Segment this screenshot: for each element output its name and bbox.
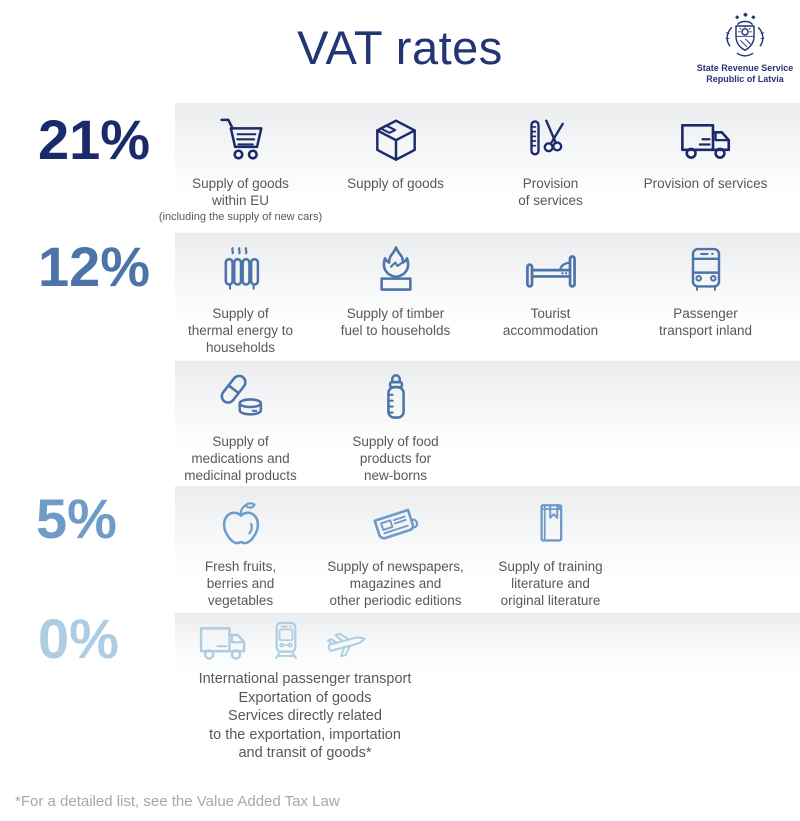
logo-country-name: Republic of Latvia bbox=[706, 74, 784, 84]
apple-icon bbox=[163, 495, 318, 552]
rate-label-5: 5% bbox=[36, 487, 117, 550]
book-icon bbox=[473, 495, 628, 552]
vat-item-accommodation: Tourist accommodation bbox=[473, 233, 628, 356]
rate-label-12: 12% bbox=[38, 235, 151, 298]
airplane-icon bbox=[323, 618, 373, 673]
zero-rate-description: International passenger transport Export… bbox=[198, 671, 412, 761]
vat-item-label: Supply of thermal energy to households bbox=[187, 306, 294, 355]
medication-icon bbox=[163, 370, 318, 427]
vat-item-label: Supply of medications and medicinal prod… bbox=[184, 434, 297, 483]
bus-icon bbox=[628, 242, 783, 299]
rate-label-21: 21% bbox=[38, 108, 151, 171]
vat-item-label: Supply of newspapers, magazines and othe… bbox=[327, 559, 464, 608]
vat-item-timber: Supply of timber fuel to households bbox=[318, 233, 473, 356]
footnote: *For a detailed list, see the Value Adde… bbox=[15, 793, 340, 810]
vat-item-label: Supply of goods bbox=[347, 176, 444, 191]
comb-scissors-icon bbox=[473, 112, 628, 169]
vat-item-label: Supply of goods within EU bbox=[192, 176, 289, 208]
timber-fire-icon bbox=[318, 242, 473, 299]
shopping-cart-icon bbox=[163, 112, 318, 169]
vat-item-label: Provision of services bbox=[643, 176, 768, 191]
rate-band-12-continued: Supply of medications and medicinal prod… bbox=[175, 361, 800, 484]
rate-label-0: 0% bbox=[38, 607, 119, 670]
vat-item-thermal: Supply of thermal energy to households bbox=[163, 233, 318, 356]
org-logo: State Revenue Service Republic of Latvia bbox=[695, 10, 795, 85]
vat-item-services-2: Provision of services bbox=[628, 103, 783, 224]
rate-band-21: Supply of goods within EU (including the… bbox=[159, 103, 800, 228]
zero-rate-icons bbox=[197, 619, 373, 671]
rate-band-12: Supply of thermal energy to households S… bbox=[175, 233, 800, 356]
package-icon bbox=[318, 112, 473, 169]
vat-item-label: Supply of food products for new-borns bbox=[352, 434, 439, 483]
vat-item-newspapers: Supply of newspapers, magazines and othe… bbox=[318, 486, 473, 609]
vat-item-label: Passenger transport inland bbox=[658, 306, 753, 338]
vat-item-newborn-food: Supply of food products for new-borns bbox=[318, 361, 473, 484]
vat-item-label: Supply of training literature and origin… bbox=[498, 559, 603, 608]
vat-item-goods: Supply of goods bbox=[318, 103, 473, 224]
coat-of-arms-icon bbox=[725, 12, 765, 57]
rate-band-5: Fresh fruits, berries and vegetables Sup… bbox=[175, 486, 800, 609]
vat-item-goods-eu: Supply of goods within EU (including the… bbox=[159, 103, 322, 224]
baby-bottle-icon bbox=[318, 370, 473, 427]
truck-icon bbox=[197, 617, 249, 674]
vat-item-label: Provision of services bbox=[518, 176, 583, 208]
logo-org-name: State Revenue Service bbox=[696, 63, 794, 73]
vat-item-medications: Supply of medications and medicinal prod… bbox=[163, 361, 318, 484]
vat-item-fruits: Fresh fruits, berries and vegetables bbox=[163, 486, 318, 609]
vat-item-label: Tourist accommodation bbox=[502, 306, 599, 338]
vat-item-label: Supply of timber fuel to households bbox=[340, 306, 451, 338]
vat-item-transport-inland: Passenger transport inland bbox=[628, 233, 783, 356]
delivery-truck-icon bbox=[628, 112, 783, 169]
vat-item-label: Fresh fruits, berries and vegetables bbox=[204, 559, 277, 608]
vat-item-note: (including the supply of new cars) bbox=[158, 211, 323, 223]
vat-item-literature: Supply of training literature and origin… bbox=[473, 486, 628, 609]
radiator-icon bbox=[163, 242, 318, 299]
bed-icon bbox=[473, 242, 628, 299]
newspaper-icon bbox=[318, 495, 473, 552]
vat-item-services-1: Provision of services bbox=[473, 103, 628, 224]
page-title: VAT rates bbox=[297, 21, 503, 74]
rate-band-0: International passenger transport Export… bbox=[175, 613, 800, 763]
tram-icon bbox=[263, 620, 309, 671]
